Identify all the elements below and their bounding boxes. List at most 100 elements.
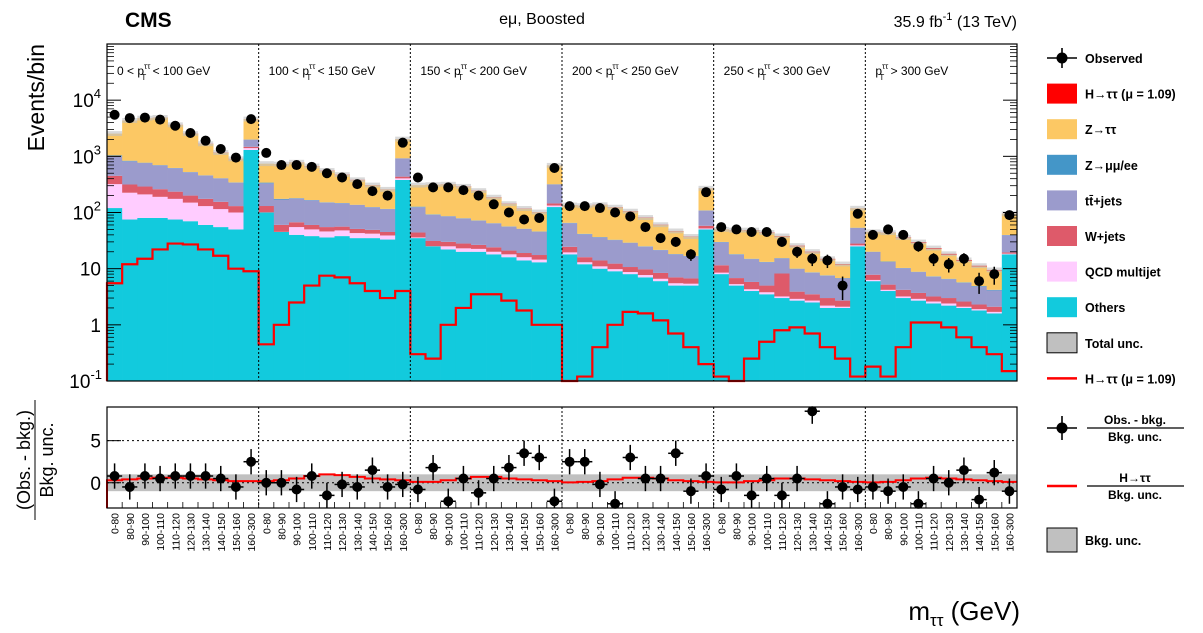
ratio-point-13 [304,463,320,489]
bar-w-jets-54 [926,296,942,302]
legend-marker-dot [1056,422,1068,434]
x-tick-label-41: 80-90 [731,513,743,540]
bar-w-jets-33 [607,263,623,270]
ratio-marker [716,484,727,495]
legend-label: Z→ττ [1085,123,1117,137]
panel-label-post: > 300 GeV [887,64,948,78]
observed-point-22 [443,182,454,193]
bar-w-jets-39 [698,225,714,229]
ratio-marker [321,490,332,501]
observed-marker [867,229,878,240]
bar-w-jets-34 [622,267,639,273]
x-tick-label-27: 140-150 [519,513,531,552]
y-tick-base: 10 [80,260,101,281]
bar-others-26 [501,257,517,381]
bar-z--11 [273,164,290,199]
bar-w-jets-49 [850,243,866,246]
bar-w-jets-20 [410,232,426,238]
bar-tt-jets-10 [258,183,275,207]
observed-point-20 [412,172,423,183]
observed-marker [443,182,454,193]
x-tick-label-21: 80-90 [428,513,440,540]
bar-others-21 [425,246,441,381]
bar-tt-jets-52 [895,268,912,290]
x-tick-label-7: 140-150 [216,513,228,552]
bar-z--43 [759,232,775,262]
x-tick-label-45: 120-130 [792,513,804,552]
ratio-marker [883,486,894,497]
ratio-marker [852,484,863,495]
x-axis-title: mττ (GeV) [908,596,1020,630]
ratio-marker [549,496,560,507]
bar-tt-jets-25 [486,223,502,248]
bar-qcd-multijet-22 [440,246,457,250]
bar-tt-jets-8 [228,182,244,207]
bar-qcd-multijet-14 [319,231,335,238]
x-tick-label-59: 160-300 [1004,513,1016,552]
ratio-point-33 [607,491,623,509]
observed-marker [822,255,833,266]
bar-tt-jets-38 [683,256,699,279]
observed-marker [534,212,545,223]
ratio-marker [230,481,241,492]
ratio-marker [610,498,621,509]
bar-z-ee-1 [122,160,138,162]
panel-label-sub: T [306,73,311,82]
observed-point-50 [867,229,878,240]
panel-label-2: 150 < pττ T < 200 GeV [420,62,527,82]
bar-qcd-multijet-51 [880,289,896,292]
legend-box-swatch [1047,83,1077,104]
bar-qcd-multijet-48 [835,306,851,308]
ratio-marker [215,473,226,484]
bar-qcd-multijet-47 [819,305,836,308]
legend-item-4: tt̄+jets [1047,190,1122,211]
x-tick-label-30: 0-80 [565,513,577,534]
bar-others-18 [380,239,396,381]
bar-w-jets-36 [653,272,669,279]
bar-tt-jets-12 [289,198,305,223]
ratio-point-6 [198,463,214,489]
ratio-marker [352,481,363,492]
bar-others-6 [198,224,214,381]
ratio-point-22 [440,488,456,508]
x-tick-label-6: 130-140 [201,513,213,552]
bar-tt-jets-4 [167,168,184,192]
total-unc-33 [607,204,623,210]
observed-point-34 [625,211,636,222]
x-tick-label-22: 90-100 [443,513,455,546]
ratio-point-40 [713,476,729,503]
panel-label-pre: 0 < p [117,64,144,78]
bar-others-2 [137,217,153,381]
bar-others-19 [395,179,411,381]
x-tick-label-44: 110-120 [777,513,789,551]
bar-tt-jets-58 [986,290,1003,307]
observed-point-42 [746,226,757,237]
ratio-marker [139,471,150,482]
ratio-point-41 [728,463,744,489]
upper-y-axis-title: Events/bin [23,44,49,151]
observed-point-17 [367,186,378,197]
observed-marker [958,253,969,264]
bar-others-11 [273,231,290,381]
bar-w-jets-55 [941,298,957,304]
lumi-exponent: -1 [943,11,953,23]
observed-marker [579,201,590,212]
panel-label-pre: 250 < p [724,64,765,78]
bar-tt-jets-30 [562,223,578,247]
bar-others-23 [455,251,472,381]
ratio-point-15 [334,471,350,498]
ratio-point-21 [425,454,441,481]
bar-qcd-multijet-19 [395,178,411,180]
legend-item-8: Total unc. [1046,332,1143,354]
x-tick-label-0: 0-80 [110,513,122,534]
x-tick-label-48: 150-160 [838,513,850,552]
observed-point-46 [807,253,818,267]
ratio-marker [519,448,530,459]
observed-point-48 [837,276,848,301]
total-unc-25 [486,194,502,200]
bar-w-jets-45 [789,291,805,299]
x-tick-label-58: 150-160 [989,513,1001,552]
bar-z--3 [152,117,168,166]
ratio-marker [200,471,211,482]
observed-marker [670,236,681,247]
